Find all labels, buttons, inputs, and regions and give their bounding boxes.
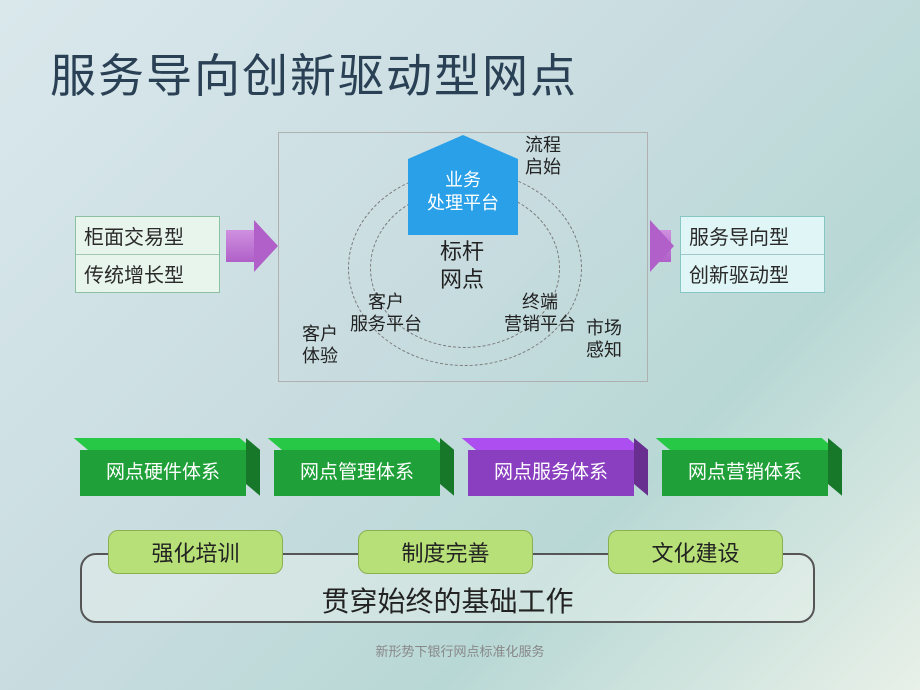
- block-marketing: 网点营销体系: [662, 450, 828, 496]
- lbl-tr-1: 流程: [525, 135, 561, 155]
- label-left-low: 客户 体验: [302, 324, 338, 367]
- block-label: 网点营销体系: [688, 462, 802, 483]
- arrow-left: [226, 230, 254, 262]
- footer-caption: 新形势下银行网点标准化服务: [0, 641, 920, 660]
- lbl-lm-1: 客户: [368, 292, 404, 312]
- pill-row: 强化培训 制度完善 文化建设: [108, 530, 783, 574]
- label-right-mid: 终端 营销平台: [504, 292, 576, 335]
- block-label: 网点服务体系: [494, 462, 608, 483]
- left-source-box: 柜面交易型 传统增长型: [75, 216, 220, 293]
- block-label: 网点硬件体系: [106, 462, 220, 483]
- lbl-rl-2: 感知: [586, 340, 622, 360]
- lbl-rm-2: 营销平台: [504, 314, 576, 334]
- label-left-mid: 客户 服务平台: [350, 292, 422, 335]
- lbl-rm-1: 终端: [522, 292, 558, 312]
- label-right-low: 市场 感知: [586, 318, 622, 361]
- pill-culture: 文化建设: [608, 530, 783, 574]
- arrow-right-head: [650, 220, 674, 272]
- core-label-l2: 网点: [440, 267, 484, 292]
- block-service: 网点服务体系: [468, 450, 634, 496]
- right-target-box: 服务导向型 创新驱动型: [680, 216, 825, 293]
- core-label: 标杆 网点: [440, 238, 484, 293]
- lbl-lm-2: 服务平台: [350, 314, 422, 334]
- lbl-rl-1: 市场: [586, 318, 622, 338]
- block-label: 网点管理体系: [300, 462, 414, 483]
- left-box-row: 柜面交易型: [76, 217, 219, 255]
- right-box-row: 创新驱动型: [681, 255, 824, 292]
- block-hardware: 网点硬件体系: [80, 450, 246, 496]
- right-box-row: 服务导向型: [681, 217, 824, 255]
- pill-system: 制度完善: [358, 530, 533, 574]
- base-title: 贯穿始终的基础工作: [80, 580, 815, 620]
- lbl-ll-2: 体验: [302, 346, 338, 366]
- left-box-row: 传统增长型: [76, 255, 219, 292]
- block-management: 网点管理体系: [274, 450, 440, 496]
- arrow-left-head: [254, 220, 278, 272]
- pentagon-line1: 业务: [445, 170, 481, 190]
- pill-training: 强化培训: [108, 530, 283, 574]
- label-top-right: 流程 启始: [525, 135, 561, 178]
- page-title: 服务导向创新驱动型网点: [50, 40, 578, 106]
- core-label-l1: 标杆: [440, 239, 484, 264]
- lbl-tr-2: 启始: [525, 157, 561, 177]
- pentagon-line2: 处理平台: [427, 193, 499, 213]
- lbl-ll-1: 客户: [302, 324, 338, 344]
